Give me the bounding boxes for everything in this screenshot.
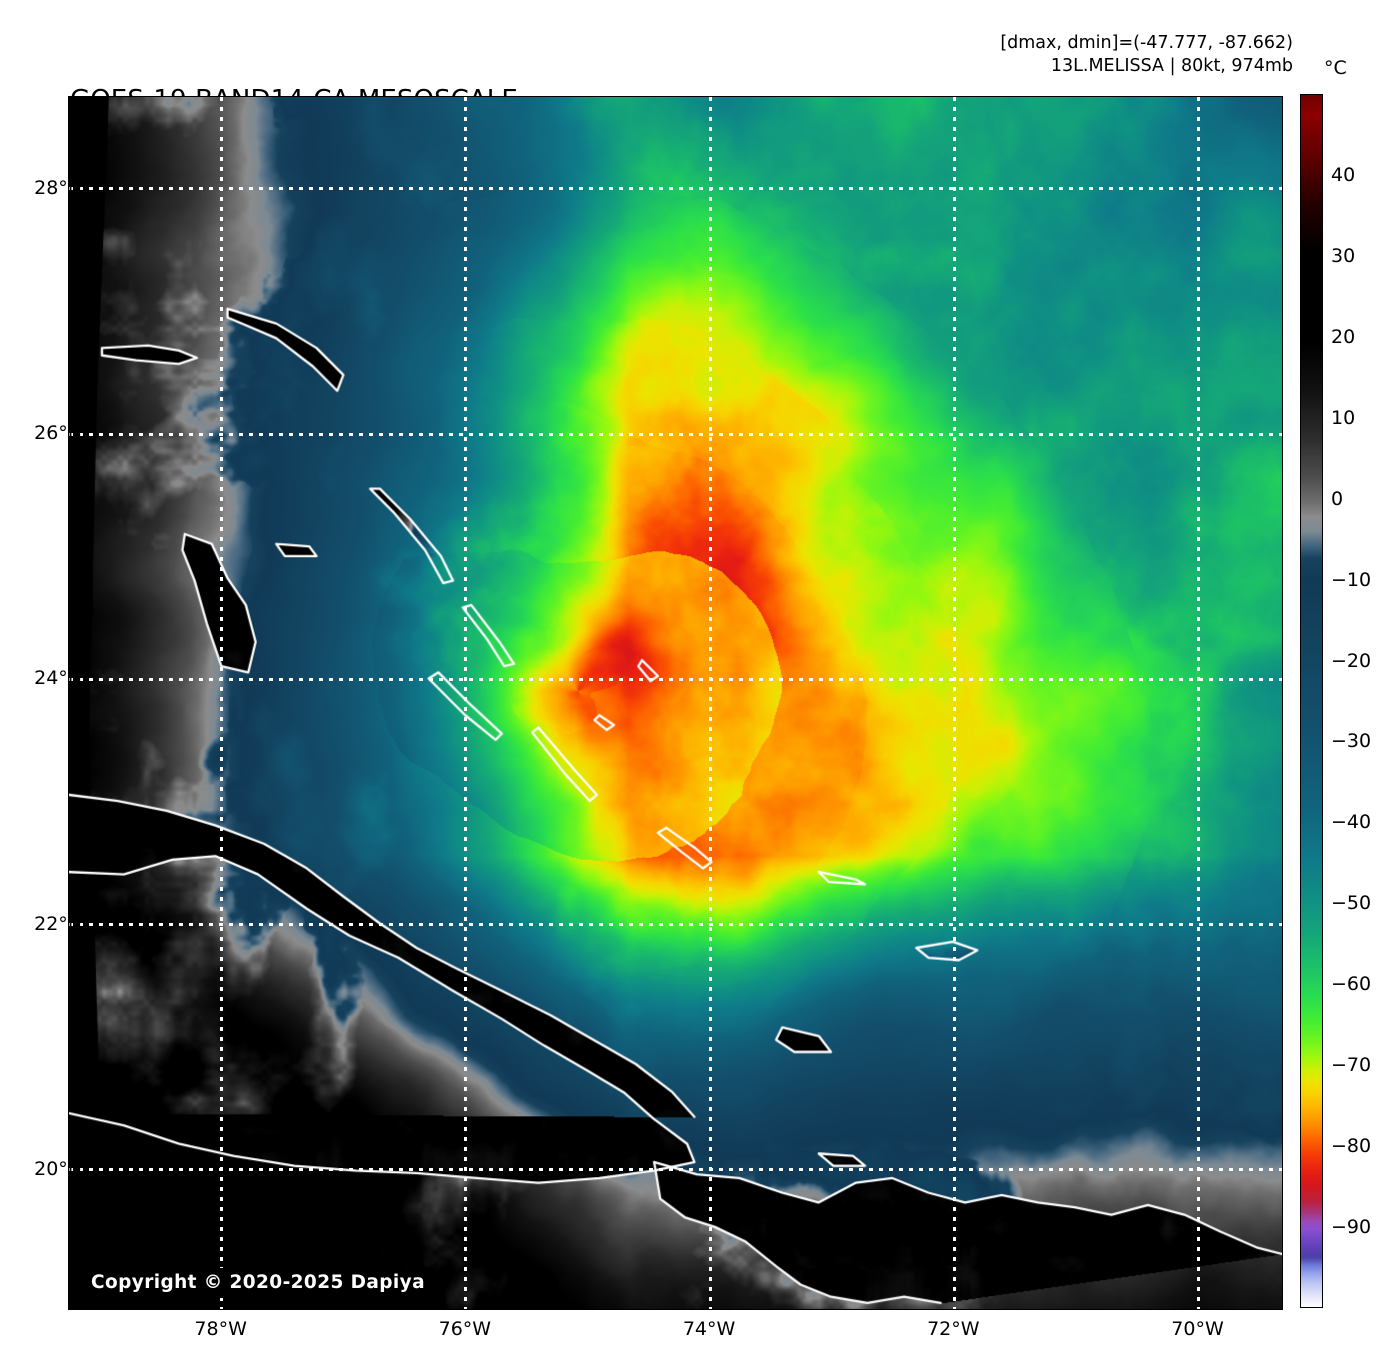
colorbar-tick-label: 20 [1331, 325, 1356, 348]
colorbar-tick-label: −20 [1331, 649, 1372, 672]
colorbar-tick-label: −40 [1331, 811, 1372, 834]
longitude-tick-label: 74°W [682, 1318, 736, 1340]
colorbar-tick-label: −10 [1331, 568, 1372, 591]
colorbar-tick-label: −30 [1331, 730, 1372, 753]
storm-info-annotation: 13L.MELISSA | 80kt, 974mb [1050, 56, 1293, 77]
latitude-tick-label: 26°N [34, 422, 82, 445]
latitude-tick-label: 28°N [34, 176, 82, 199]
latitude-tick-label: 20°N [34, 1157, 82, 1180]
dmax-dmin-annotation: [dmax, dmin]=(-47.777, -87.662) [1000, 33, 1293, 53]
colorbar-tick-label: 40 [1331, 163, 1356, 186]
longitude-tick-label: 72°W [927, 1318, 980, 1340]
colorbar-tick-label: 0 [1331, 487, 1344, 510]
longitude-tick-label: 76°W [438, 1318, 492, 1340]
annotation-block: [dmax, dmin]=(-47.777, -87.662) 13L.MELI… [1000, 32, 1293, 79]
colorbar-tick-label: −70 [1331, 1054, 1372, 1077]
colorbar-tick-label: 10 [1331, 406, 1356, 429]
copyright-watermark: Copyright © 2020-2025 Dapiya [81, 1268, 435, 1298]
latitude-tick-label: 22°N [34, 912, 82, 935]
temperature-colorbar [1300, 94, 1323, 1308]
longitude-tick-label: 78°W [194, 1318, 247, 1340]
satellite-image-plot[interactable]: Copyright © 2020-2025 Dapiya [68, 96, 1283, 1310]
colorbar-unit-label: °C [1324, 57, 1347, 79]
longitude-tick-label: 70°W [1171, 1318, 1224, 1340]
colorbar-tick-label: −60 [1331, 973, 1372, 996]
colorbar-tick-label: −90 [1331, 1216, 1372, 1239]
latitude-tick-label: 24°N [34, 667, 82, 690]
satellite-imagery-canvas [69, 97, 1282, 1309]
colorbar-tick-label: −50 [1331, 892, 1372, 915]
colorbar-tick-label: −80 [1331, 1135, 1372, 1158]
colorbar-tick-label: 30 [1331, 244, 1356, 267]
